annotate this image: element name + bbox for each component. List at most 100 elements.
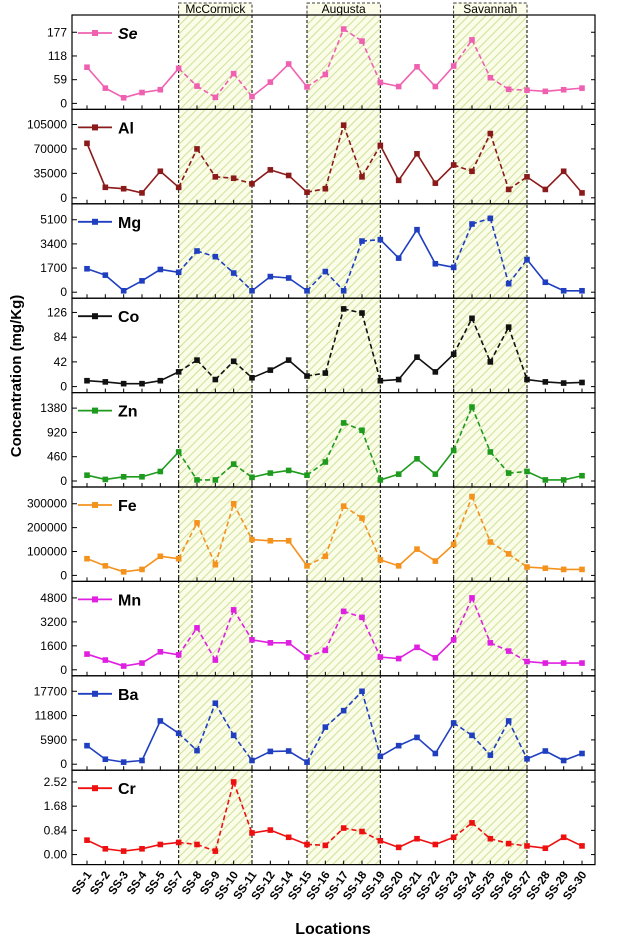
legend-label-al: Al [118,120,134,137]
data-point-mn [377,654,384,660]
y-tick-label: 300000 [27,497,67,511]
series-al-segment [471,133,492,172]
y-tick-label: 11800 [35,709,68,723]
legend-label-cr: Cr [118,781,136,798]
data-point-cr [432,841,439,848]
data-point-co [175,369,182,375]
series-zn-segment [361,430,382,481]
data-point-mn [322,647,329,654]
data-point-se [542,88,549,95]
series-al-segment [141,170,161,194]
data-point-fe [84,555,90,562]
series-fe-segment [288,540,308,567]
data-point-al [212,174,219,180]
series-fe-segment [489,541,510,555]
series-ba-segment [563,752,583,762]
series-ba-segment [379,744,400,758]
series-zn-segment [508,470,528,474]
data-point-cr [285,834,292,841]
data-point-ba [450,720,457,726]
y-tick-label: 100000 [27,545,67,559]
data-point-zn [469,404,475,410]
data-point-zn [285,467,292,474]
y-tick-label: 460 [47,450,67,464]
legend-background [74,205,170,234]
data-point-co [285,357,292,363]
series-zn-segment [159,451,180,473]
data-point-fe [542,565,549,572]
data-point-mn [432,655,439,661]
data-point-mn [542,660,549,666]
series-mn-segment [123,662,143,667]
data-point-mg [560,287,567,294]
legend-marker [92,124,98,131]
data-point-cr [542,845,549,852]
data-point-mn [212,657,219,663]
series-co-segment [251,369,271,379]
series-cr-segment [380,839,399,849]
data-point-al [120,185,127,192]
series-co-segment [306,372,326,377]
data-point-co [267,367,274,373]
data-point-co [542,379,549,385]
data-point-se [249,93,255,100]
data-point-cr [120,848,127,854]
legend-label-fe: Fe [118,498,137,515]
data-point-fe [469,493,475,500]
data-point-co [359,310,365,316]
data-point-cr [102,846,109,852]
legend-marker [92,30,98,36]
region-band-0 [178,15,252,865]
data-point-co [157,377,164,384]
data-point-se [579,85,585,91]
legend-marker [92,596,98,603]
series-co-segment [452,317,473,355]
data-point-se [359,38,365,44]
data-point-co [414,354,420,360]
series-se-segment [453,39,473,67]
series-co-segment [233,360,253,379]
data-point-mn [194,625,200,631]
data-point-fe [322,553,329,560]
data-point-cr [194,841,200,848]
data-point-se [414,64,420,70]
data-point-zn [359,427,365,434]
series-co-segment [196,359,216,381]
data-point-fe [102,563,109,569]
series-co-segment [563,381,583,384]
data-point-se [267,79,274,85]
series-mn-segment [105,659,124,667]
series-fe-segment [380,559,399,567]
series-fe-segment [177,522,198,560]
series-se-segment [545,88,564,93]
y-tick-label: 118 [48,49,67,63]
data-point-co [230,358,237,365]
data-point-mg [102,272,109,278]
data-point-zn [157,468,164,475]
data-point-ba [157,718,164,724]
data-point-mn [175,652,182,658]
series-zn-segment [416,458,436,475]
data-point-fe [285,537,292,544]
data-point-ba [267,748,274,755]
y-tick-label: 4800 [40,591,67,605]
data-point-zn [194,477,200,483]
series-ba-segment [489,720,510,756]
series-co-segment [288,359,308,377]
y-tick-label: 0 [60,96,67,110]
series-mn-segment [86,653,106,661]
series-ba-segment [233,734,253,761]
series-mg-segment [160,268,179,274]
data-point-fe [304,563,310,569]
data-point-ba [194,747,200,754]
data-point-mn [157,649,164,655]
data-point-cr [359,828,365,835]
data-point-co [395,376,402,383]
series-ba-segment [544,750,565,762]
data-point-co [377,377,384,384]
y-tick-label: 42 [54,355,68,369]
data-point-fe [395,563,402,569]
series-co-segment [545,381,564,384]
series-mn-segment [324,611,345,651]
series-se-segment [508,88,528,91]
